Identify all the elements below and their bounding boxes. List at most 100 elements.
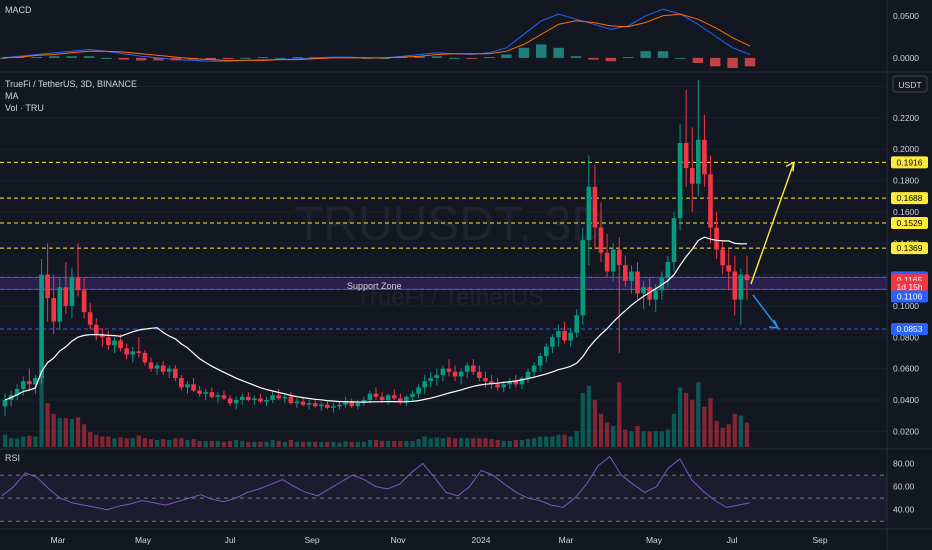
candle-body[interactable] [233,399,239,404]
candle-body[interactable] [136,351,142,353]
macd-legend[interactable]: MACD [5,5,32,15]
candle-body[interactable] [63,287,69,306]
candle-body[interactable] [525,371,531,379]
candle-body[interactable] [160,365,166,372]
candle-body[interactable] [568,332,573,341]
candle-body[interactable] [683,142,689,169]
candle-body[interactable] [179,378,184,388]
candle-body[interactable] [209,392,215,397]
candle-body[interactable] [604,252,610,272]
candle-body[interactable] [616,249,622,266]
candle-body[interactable] [81,290,87,313]
candle-body[interactable] [580,240,586,316]
bearish-arrow[interactable] [752,294,779,329]
candle-body[interactable] [489,381,494,385]
candle-body[interactable] [677,142,683,219]
candle-body[interactable] [75,277,81,291]
candle-body[interactable] [252,398,257,400]
candle-body[interactable] [440,368,446,375]
candle-body[interactable] [14,389,20,396]
candle-body[interactable] [556,331,561,338]
candle-body[interactable] [422,381,427,388]
candle-body[interactable] [732,271,738,300]
candle-body[interactable] [306,403,312,405]
candle-body[interactable] [464,365,470,372]
candle-body[interactable] [270,395,275,400]
candle-body[interactable] [641,287,646,294]
candle-body[interactable] [124,348,129,355]
candle-body[interactable] [106,337,111,346]
candle-body[interactable] [726,265,732,272]
candle-body[interactable] [130,351,136,355]
support-zone-band[interactable] [0,277,887,290]
projection-arrows[interactable] [750,161,795,329]
candle-body[interactable] [221,395,227,399]
currency-button[interactable] [892,75,928,93]
candle-body[interactable] [318,404,324,407]
candle-body[interactable] [671,218,677,263]
candle-body[interactable] [112,340,117,346]
candle-body[interactable] [282,396,288,399]
candle-body[interactable] [197,390,202,394]
candle-body[interactable] [404,396,409,402]
candle-body[interactable] [495,384,500,388]
candle-body[interactable] [343,401,348,405]
rsi-line[interactable] [1,455,751,511]
candle-body[interactable] [100,334,105,338]
candle-body[interactable] [635,271,640,294]
candle-body[interactable] [288,396,294,404]
candle-body[interactable] [647,287,652,300]
candle-body[interactable] [166,368,172,372]
candle-body[interactable] [562,331,567,341]
candle-body[interactable] [714,227,719,250]
candle-body[interactable] [355,403,361,407]
moving-average[interactable] [4,236,748,403]
candle-body[interactable] [215,395,221,397]
candle-body[interactable] [543,346,549,357]
candle-body[interactable] [294,401,300,404]
bullish-arrow[interactable] [750,162,795,285]
candle-body[interactable] [69,277,75,306]
candle-body[interactable] [33,378,38,385]
candle-body[interactable] [537,356,543,366]
candle-body[interactable] [51,298,57,322]
candle-body[interactable] [173,368,178,379]
candle-body[interactable] [574,315,579,333]
candle-body[interactable] [428,378,434,382]
candle-body[interactable] [385,395,391,400]
candle-body[interactable] [276,395,282,399]
candle-body[interactable] [361,399,367,404]
candle-body[interactable] [477,371,482,379]
candle-body[interactable] [416,387,421,394]
candle-body[interactable] [653,290,659,300]
candle-body[interactable] [410,393,415,397]
candle-body[interactable] [665,262,671,278]
candle-body[interactable] [373,393,379,397]
candle-body[interactable] [744,274,750,281]
candle-body[interactable] [507,381,513,385]
candle-body[interactable] [550,337,555,347]
candle-body[interactable] [185,384,190,388]
candle-body[interactable] [87,312,93,325]
candle-body[interactable] [148,362,154,369]
rsi-legend[interactable]: RSI [5,453,20,463]
candle-body[interactable] [434,374,440,379]
candle-body[interactable] [93,324,99,335]
candle-body[interactable] [264,399,269,402]
candle-body[interactable] [191,384,196,391]
candle-body[interactable] [245,396,251,400]
candle-body[interactable] [586,186,592,241]
candle-body[interactable] [592,186,598,228]
ma-legend[interactable]: MA [5,91,19,101]
candle-body[interactable] [2,399,8,407]
candle-body[interactable] [598,227,604,253]
candle-body[interactable] [27,381,32,385]
candle-body[interactable] [513,381,519,385]
candle-body[interactable] [154,365,160,369]
candle-body[interactable] [446,368,452,372]
candle-body[interactable] [258,398,263,402]
candle-body[interactable] [300,401,306,405]
candle-body[interactable] [337,404,342,407]
bullish-arrow-head[interactable] [785,161,795,172]
